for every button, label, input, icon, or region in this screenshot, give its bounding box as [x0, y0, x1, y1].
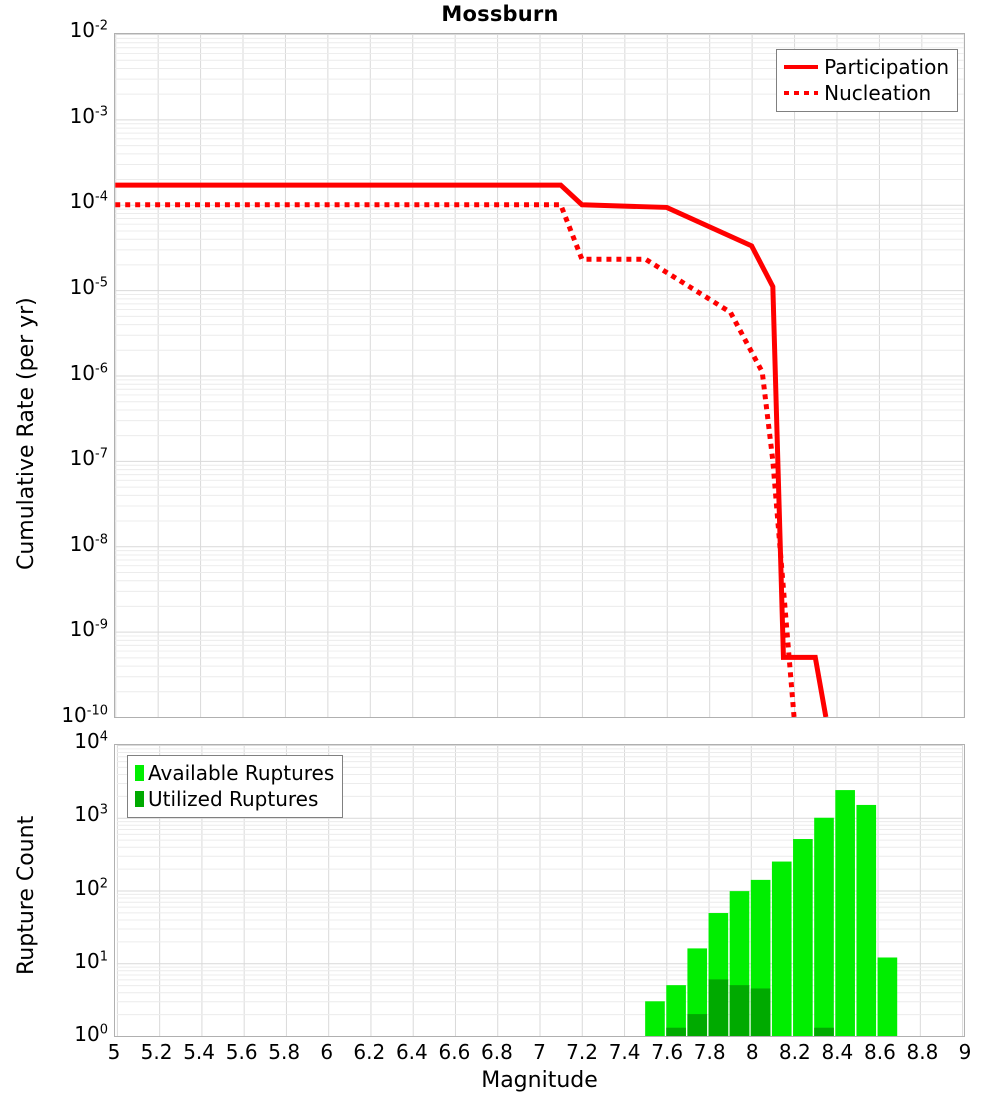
bar-available-ruptures	[793, 839, 813, 1036]
legend-item-available-ruptures[interactable]: Available Ruptures	[135, 760, 334, 786]
cumulative-rate-plot: Participation Nucleation	[114, 33, 965, 718]
legend-label-participation: Participation	[824, 55, 949, 79]
bar-available-ruptures	[835, 790, 855, 1036]
nucleation-line-icon	[784, 87, 819, 99]
x-tick-label: 9	[958, 1040, 972, 1064]
participation-line-icon	[784, 61, 819, 73]
x-tick-label: 5.2	[140, 1040, 173, 1064]
x-tick-label: 6.4	[395, 1040, 428, 1064]
bar-available-ruptures	[645, 1001, 665, 1036]
bottom-y-axis-ticks: 104 103 102 101 100	[0, 730, 108, 1044]
bar-utilized-ruptures	[814, 1027, 834, 1036]
bar-utilized-ruptures	[687, 1014, 708, 1036]
x-tick-label: 7	[533, 1040, 546, 1064]
legend-label-nucleation: Nucleation	[824, 81, 932, 105]
bar-available-ruptures	[877, 957, 898, 1036]
curve-participation	[115, 182, 829, 717]
bar-utilized-ruptures	[666, 1027, 686, 1036]
y-tick-label: 104	[74, 729, 108, 753]
x-tick-label: 5.4	[183, 1040, 215, 1064]
y-tick-label: 10-9	[69, 617, 108, 642]
rupture-count-plot: Available Ruptures Utilized Ruptures	[114, 744, 965, 1037]
x-tick-label: 6.6	[438, 1040, 471, 1064]
y-tick-label: 103	[74, 802, 108, 827]
y-tick-label: 100	[74, 1022, 108, 1046]
y-tick-label: 10-7	[69, 446, 108, 471]
bar-available-ruptures	[856, 804, 877, 1036]
available-ruptures-swatch-icon	[135, 765, 144, 781]
y-tick-label: 10-2	[69, 18, 108, 42]
bottom-legend: Available Ruptures Utilized Ruptures	[127, 755, 344, 818]
bottom-data-bars	[645, 790, 898, 1036]
x-tick-label: 5	[107, 1040, 121, 1064]
y-tick-label: 10-3	[69, 103, 108, 128]
top-y-axis-title: Cumulative Rate (per yr)	[14, 297, 39, 570]
bar-utilized-ruptures	[729, 985, 750, 1036]
page-title: Mossburn	[441, 2, 559, 26]
legend-item-participation[interactable]: Participation	[784, 54, 949, 80]
x-tick-label: 6.2	[353, 1040, 386, 1064]
x-tick-label: 8.4	[821, 1040, 854, 1064]
curve-nucleation	[115, 202, 797, 717]
top-y-axis-ticks: 10-2 10-3 10-4 10-5 10-6 10-7 10-8 10-9 10-10	[0, 19, 108, 725]
x-tick-label: 8	[745, 1040, 759, 1064]
y-tick-label: 102	[74, 875, 108, 900]
bar-available-ruptures	[666, 985, 686, 1036]
legend-label-available-ruptures: Available Ruptures	[148, 761, 335, 785]
x-tick-label: 7.8	[693, 1040, 726, 1064]
legend-item-utilized-ruptures[interactable]: Utilized Ruptures	[135, 786, 334, 812]
y-tick-label: 10-10	[61, 703, 108, 727]
legend-label-utilized-ruptures: Utilized Ruptures	[148, 787, 319, 811]
bar-utilized-ruptures	[708, 979, 729, 1036]
y-tick-label: 101	[74, 948, 108, 973]
top-data-curves	[115, 182, 829, 717]
x-tick-label: 5.6	[225, 1040, 258, 1064]
x-tick-label: 7.2	[566, 1040, 598, 1064]
top-legend: Participation Nucleation	[776, 49, 958, 112]
x-tick-label: 7.4	[608, 1040, 641, 1064]
x-tick-label: 6.8	[481, 1040, 513, 1064]
y-tick-label: 10-6	[69, 360, 108, 385]
bar-utilized-ruptures	[750, 988, 771, 1036]
x-tick-label: 6	[320, 1040, 334, 1064]
utilized-ruptures-swatch-icon	[135, 791, 144, 807]
bar-available-ruptures	[814, 817, 834, 1036]
x-tick-label: 5.8	[268, 1040, 301, 1064]
bar-available-ruptures	[771, 861, 792, 1036]
y-tick-label: 10-5	[69, 274, 108, 299]
x-axis-title: Magnitude	[481, 1068, 598, 1093]
x-tick-label: 8.8	[906, 1040, 939, 1064]
x-tick-label: 8.2	[778, 1040, 811, 1064]
y-tick-label: 10-8	[69, 531, 108, 556]
legend-item-nucleation[interactable]: Nucleation	[784, 80, 949, 106]
x-tick-label: 8.6	[863, 1040, 896, 1064]
x-tick-label: 7.6	[651, 1040, 684, 1064]
bottom-y-axis-title: Rupture Count	[14, 815, 39, 975]
y-tick-label: 10-4	[69, 189, 108, 214]
